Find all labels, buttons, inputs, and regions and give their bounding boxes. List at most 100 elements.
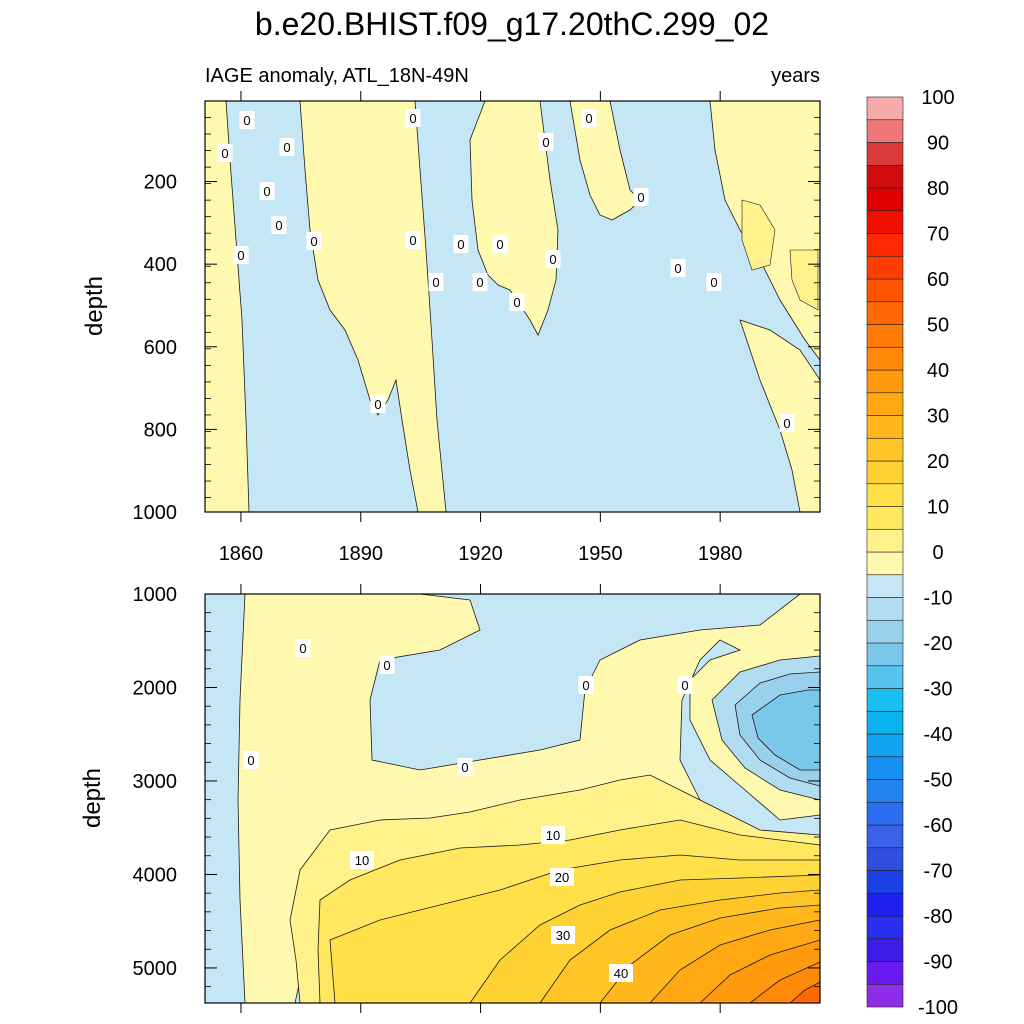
colorbar-segment xyxy=(866,255,904,280)
colorbar-segment xyxy=(866,392,904,416)
contour-label: 0 xyxy=(275,218,282,233)
x-tick-label: 1950 xyxy=(578,543,623,565)
upper-plot-frame xyxy=(204,100,821,513)
contour-label-bg xyxy=(405,109,421,127)
y-tick-label: 2000 xyxy=(133,677,178,699)
colorbar-segment xyxy=(866,801,904,826)
colorbar-label: -50 xyxy=(924,770,953,792)
contour-label: 0 xyxy=(681,678,688,693)
contour-label: 0 xyxy=(221,146,228,161)
contour-label-bg xyxy=(259,182,275,200)
contour-label-bg xyxy=(578,676,594,694)
x-tick-label: 1890 xyxy=(338,543,383,565)
contour-label-bg xyxy=(538,133,554,151)
colorbar-label: 70 xyxy=(927,224,949,246)
colorbar-segment xyxy=(866,824,904,849)
colorbar-label: 60 xyxy=(927,269,949,291)
colorbar-segment xyxy=(866,756,904,780)
y-tick-label: 600 xyxy=(144,337,177,359)
colorbar-segment xyxy=(866,415,904,439)
contour-label: 0 xyxy=(247,753,254,768)
colorbar-segment xyxy=(866,210,904,234)
colorbar-label: 30 xyxy=(927,406,949,428)
contour-label-bg xyxy=(295,639,311,657)
upper-contour-labels: 0 0 0 0 0 0 0 0 0 0 0 0 0 0 0 0 0 0 0 0 0 0 xyxy=(217,109,795,432)
contour-label-bg xyxy=(550,868,574,886)
colorbar-segment xyxy=(866,665,904,689)
x-tick-label: 1920 xyxy=(458,543,503,565)
colorbar-labels: 1009080706050403020100-10-20-30-40-50-60… xyxy=(918,87,958,1019)
colorbar-segment xyxy=(866,619,904,644)
contour-label: 0 xyxy=(549,252,556,267)
colorbar-segment xyxy=(866,96,904,121)
colorbar-segment xyxy=(866,688,904,712)
subtitle-left: IAGE anomaly, ATL_18N-49N xyxy=(205,65,469,87)
colorbar-segment xyxy=(866,642,904,667)
x-tick-label: 1980 xyxy=(698,543,743,565)
colorbar-label: -20 xyxy=(924,633,953,655)
lower-panel: 1000 2000 3000 4000 5000 0 0 0 0 0 0 10 10 20 30 40 de… xyxy=(79,584,821,1013)
colorbar-label: 0 xyxy=(932,542,943,564)
contour-label-bg xyxy=(370,395,386,413)
colorbar-segment xyxy=(866,119,904,143)
contour-label: 0 xyxy=(374,397,381,412)
y-tick-label: 5000 xyxy=(133,958,178,980)
colorbar-segment xyxy=(866,528,904,553)
upper-positive-region-1940s-1950s xyxy=(569,100,641,221)
colorbar-segment xyxy=(866,346,904,371)
colorbar-segment xyxy=(866,847,904,871)
colorbar-label: -70 xyxy=(924,861,953,883)
lower-plot-frame xyxy=(204,593,821,1004)
colorbar-label: 80 xyxy=(927,178,949,200)
upper-x-axis: 1860 1890 1920 1950 1980 xyxy=(219,91,743,565)
contour-label: 0 xyxy=(432,275,439,290)
y-tick-label: 3000 xyxy=(133,771,178,793)
contour-label: 0 xyxy=(674,261,681,276)
upper-y-axis-title: depth xyxy=(81,276,108,336)
colorbar-label: -100 xyxy=(918,997,958,1019)
contour-label: 30 xyxy=(556,928,570,943)
colorbar-segment xyxy=(866,324,904,348)
contour-label-bg xyxy=(706,273,722,291)
lower-y-axis-title: depth xyxy=(79,768,106,828)
colorbar-segment xyxy=(866,278,904,303)
contour-label-bg xyxy=(677,676,693,694)
colorbar-label: 10 xyxy=(927,497,949,519)
contour-label: 0 xyxy=(299,641,306,656)
colorbar-segment xyxy=(866,870,904,894)
contour-label-bg xyxy=(428,273,444,291)
upper-positive-region-5yr xyxy=(741,199,776,271)
colorbar-segment xyxy=(866,915,904,940)
contour-label-bg xyxy=(609,964,633,982)
contour-label: 0 xyxy=(542,135,549,150)
colorbar-segment xyxy=(866,961,904,985)
contour-label-bg xyxy=(670,259,686,277)
contour-label: 0 xyxy=(383,658,390,673)
contour-label: 0 xyxy=(243,113,250,128)
upper-positive-region-1880s-1900s xyxy=(299,100,447,513)
contour-label-bg xyxy=(472,273,488,291)
contour-label: 0 xyxy=(461,760,468,775)
colorbar-label: 20 xyxy=(927,451,949,473)
contour-label-bg xyxy=(306,232,322,250)
contour-label: 0 xyxy=(283,140,290,155)
contour-label-bg xyxy=(541,826,565,844)
contour-label: 20 xyxy=(555,870,569,885)
y-tick-label: 800 xyxy=(144,419,177,441)
contour-label-bg xyxy=(271,216,287,234)
colorbar-segment xyxy=(866,142,904,166)
x-tick-label: 1860 xyxy=(219,543,264,565)
colorbar-segment xyxy=(866,574,904,598)
chart-title: b.e20.BHIST.f09_g17.20thC.299_02 xyxy=(255,6,769,42)
contour-label: 0 xyxy=(582,678,589,693)
contour-label: 0 xyxy=(710,275,717,290)
contour-label-bg xyxy=(233,246,249,264)
contour-label-bg xyxy=(509,293,525,311)
colorbar-segment xyxy=(866,733,904,758)
contour-label-bg xyxy=(492,235,508,253)
colorbar-segment xyxy=(866,597,904,621)
contour-label: 0 xyxy=(310,234,317,249)
